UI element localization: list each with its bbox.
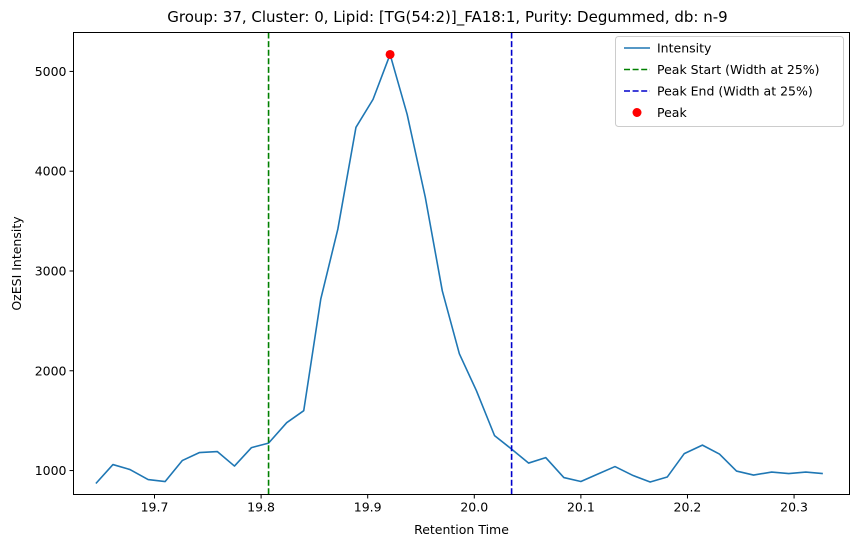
data-marks: [95, 32, 823, 495]
y-tick-label: 2000: [35, 363, 67, 378]
y-tick-label: 3000: [35, 263, 67, 278]
y-tick-label: 1000: [35, 463, 67, 478]
legend-label: Peak End (Width at 25%): [657, 84, 813, 99]
x-tick-label: 20.3: [780, 500, 808, 515]
x-tick-label: 19.7: [141, 500, 169, 515]
plot-frame: [73, 32, 850, 495]
x-axis: 19.7 19.8 19.9 20.0 20.1 20.2 20.3: [141, 494, 808, 515]
chart-title: Group: 37, Cluster: 0, Lipid: [TG(54:2)]…: [167, 8, 727, 27]
peak-marker: [385, 49, 395, 59]
x-tick-label: 20.2: [674, 500, 702, 515]
x-tick-label: 20.0: [460, 500, 488, 515]
y-axis: 1000 2000 3000 4000 5000: [35, 64, 74, 478]
legend-label: Peak: [657, 105, 687, 120]
x-tick-label: 19.9: [354, 500, 382, 515]
plot-area: [73, 32, 850, 495]
y-tick-label: 4000: [35, 164, 67, 179]
legend-swatch-peak: [632, 108, 642, 117]
legend-label: Intensity: [657, 41, 712, 56]
legend: Intensity Peak Start (Width at 25%) Peak E…: [615, 36, 844, 127]
intensity-series-line: [95, 53, 823, 485]
x-axis-label: Retention Time: [414, 522, 509, 537]
y-tick-label: 5000: [35, 64, 67, 79]
x-tick-label: 20.1: [567, 500, 595, 515]
legend-box: [615, 36, 844, 127]
x-tick-label: 19.8: [247, 500, 275, 515]
y-axis-label: OzESI Intensity: [9, 216, 24, 311]
legend-label: Peak Start (Width at 25%): [657, 62, 820, 77]
